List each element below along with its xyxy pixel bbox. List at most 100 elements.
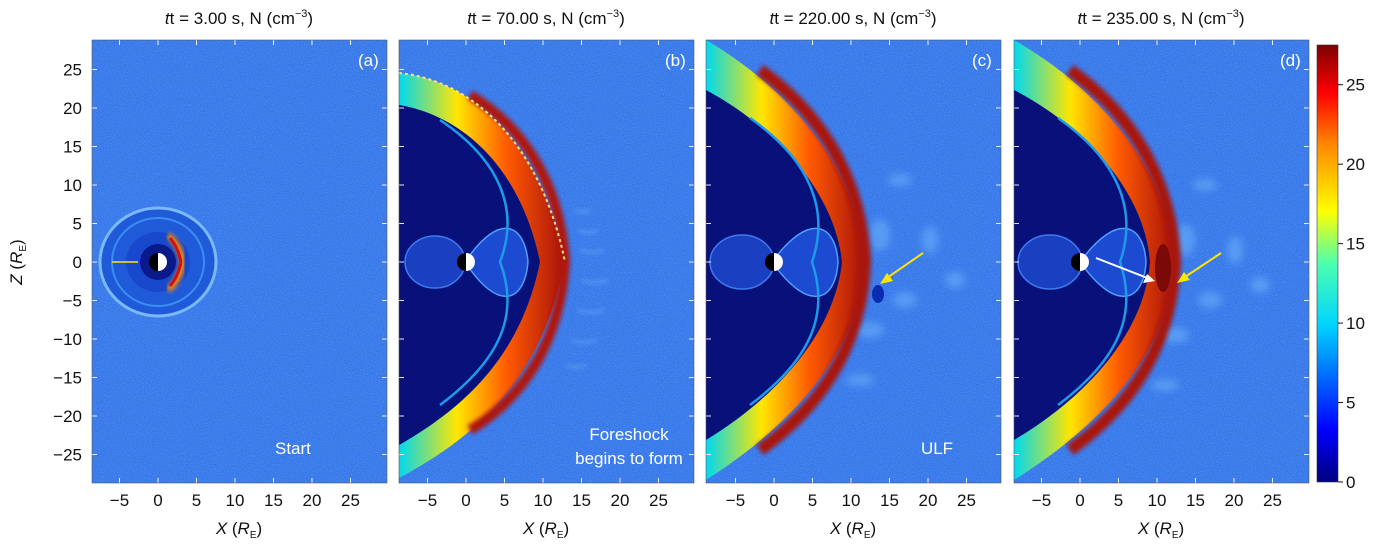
colorbar-tick-label: 20 xyxy=(1346,155,1365,174)
panel-letter-b: (b) xyxy=(665,51,686,70)
colorbar: 25 20 15 10 5 0 xyxy=(1316,44,1365,492)
title-time-c: 220.00 xyxy=(798,9,850,28)
x-tick-label: 0 xyxy=(769,491,778,510)
x-tick-label: 15 xyxy=(880,491,899,510)
yellow-arrow-d xyxy=(1177,252,1222,283)
title-suffix-c: s, N (cm xyxy=(850,9,918,28)
density-map-c: ULF xyxy=(706,40,1001,483)
panel-letter-a: (a) xyxy=(358,51,379,70)
x-tick-label: −5 xyxy=(110,491,129,510)
earth-b xyxy=(457,253,475,271)
title-exp-a: −3 xyxy=(295,8,308,20)
colorbar-tick-label: 10 xyxy=(1346,314,1365,333)
x-tick-label: 10 xyxy=(226,491,245,510)
x-tick-label: −5 xyxy=(1032,491,1051,510)
annotation-a-1: Start xyxy=(275,439,311,458)
title-exp-c: −3 xyxy=(918,8,931,20)
x-tick-label: −5 xyxy=(418,491,437,510)
x-tick-label: 5 xyxy=(808,491,817,510)
title-prefix-c: t = xyxy=(774,9,798,28)
annotation-c-1: ULF xyxy=(921,439,953,458)
colorbar-tick-label: 15 xyxy=(1346,235,1365,254)
x-tick-labels: −5 0 5 10 15 20 25 −5 0 5 10 15 20 25 −5 0 5 10 15 20 25 −5 0 5… xyxy=(110,491,1282,510)
x-tick-label: 25 xyxy=(649,491,668,510)
x-axis-label-a: X (RE) xyxy=(215,519,262,541)
colorbar-tick-label: 0 xyxy=(1346,473,1355,492)
x-axis-labels: X (RE) X (RE) X (RE) X (RE) xyxy=(215,519,1184,541)
title-suffix-d: s, N (cm xyxy=(1158,9,1226,28)
axis-ticks-b xyxy=(399,40,694,483)
axis-ticks-c xyxy=(706,40,1001,483)
colorbar-ticks: 25 20 15 10 5 0 xyxy=(1338,76,1365,492)
panel-c: tt = 220.00 s, N (cm−3) UL xyxy=(705,8,1002,484)
x-tick-label: 20 xyxy=(611,491,630,510)
x-axis-label-c: X (RE) xyxy=(829,519,876,541)
y-axis-label: Z (RE) xyxy=(7,239,29,285)
annotation-b-2: begins to form xyxy=(575,449,683,468)
x-axis-label-d: X (RE) xyxy=(1137,519,1184,541)
y-tick-label: 10 xyxy=(63,176,82,195)
title-time-b: 70.00 xyxy=(496,9,539,28)
panel-title-c: tt = 220.00 s, N (cm−3) xyxy=(769,8,936,28)
x-tick-label: 15 xyxy=(572,491,591,510)
x-tick-label: 10 xyxy=(534,491,553,510)
title-suffix-b: s, N (cm xyxy=(539,9,607,28)
yellow-arrow-c xyxy=(880,252,924,284)
x-tick-label: 25 xyxy=(341,491,360,510)
earth-a xyxy=(149,253,167,271)
x-tick-label: 0 xyxy=(153,491,162,510)
title-prefix-b: t = xyxy=(472,9,496,28)
axis-ticks-a xyxy=(92,40,387,483)
x-tick-label: 10 xyxy=(1148,491,1167,510)
panel-title-a: tt = 3.00 s, N (cm−3) xyxy=(165,8,313,28)
x-tick-label: −5 xyxy=(726,491,745,510)
panel-letter-c: (c) xyxy=(972,51,992,70)
colorbar-tick-label: 25 xyxy=(1346,76,1365,95)
panel-title-b: tt = 70.00 s, N (cm−3) xyxy=(467,8,625,28)
x-tick-label: 25 xyxy=(957,491,976,510)
panel-title-d: tt = 235.00 s, N (cm−3) xyxy=(1077,8,1244,28)
y-tick-label: 0 xyxy=(73,253,82,272)
x-tick-label: 5 xyxy=(1114,491,1123,510)
y-tick-labels: 25 20 15 10 5 0 −5 −10 −15 −20 −25 xyxy=(53,61,82,465)
white-arrow-d xyxy=(1095,257,1155,283)
x-tick-label: 15 xyxy=(264,491,283,510)
y-tick-label: 15 xyxy=(63,138,82,157)
y-tick-label: 5 xyxy=(73,215,82,234)
title-time-d: 235.00 xyxy=(1106,9,1158,28)
density-map-b: Foreshock begins to form xyxy=(399,40,694,483)
x-tick-label: 0 xyxy=(461,491,470,510)
title-exp-b: −3 xyxy=(607,8,620,20)
title-exp-d: −3 xyxy=(1226,8,1239,20)
title-prefix-d: t = xyxy=(1082,9,1106,28)
y-tick-label: −25 xyxy=(53,446,82,465)
x-tick-label: 15 xyxy=(1186,491,1205,510)
y-tick-label: −15 xyxy=(53,369,82,388)
density-map-a: Start xyxy=(92,40,387,483)
x-tick-label: 5 xyxy=(192,491,201,510)
title-time-a: 3.00 xyxy=(194,9,227,28)
x-tick-label: 10 xyxy=(842,491,861,510)
y-tick-label: 20 xyxy=(63,99,82,118)
x-axis-label-b: X (RE) xyxy=(522,519,569,541)
annotation-b-1: Foreshock xyxy=(589,425,669,444)
colorbar-tick-label: 5 xyxy=(1346,394,1355,413)
x-tick-label: 20 xyxy=(1225,491,1244,510)
axis-ticks-d xyxy=(1014,40,1309,483)
x-tick-label: 25 xyxy=(1263,491,1282,510)
density-map-d xyxy=(1014,40,1309,483)
y-tick-label: −20 xyxy=(53,407,82,426)
earth-c xyxy=(765,253,783,271)
y-tick-label: 25 xyxy=(63,61,82,80)
panel-a: tt = 3.00 s, N (cm−3) Start xyxy=(91,8,388,484)
panel-d: tt = 235.00 s, N (cm−3) xyxy=(1013,8,1310,484)
panel-letter-d: (d) xyxy=(1280,51,1301,70)
x-tick-label: 20 xyxy=(303,491,322,510)
y-tick-label: −10 xyxy=(53,330,82,349)
earth-d xyxy=(1071,253,1089,271)
x-tick-label: 20 xyxy=(919,491,938,510)
title-prefix-a: t = xyxy=(170,9,194,28)
x-tick-label: 0 xyxy=(1075,491,1084,510)
